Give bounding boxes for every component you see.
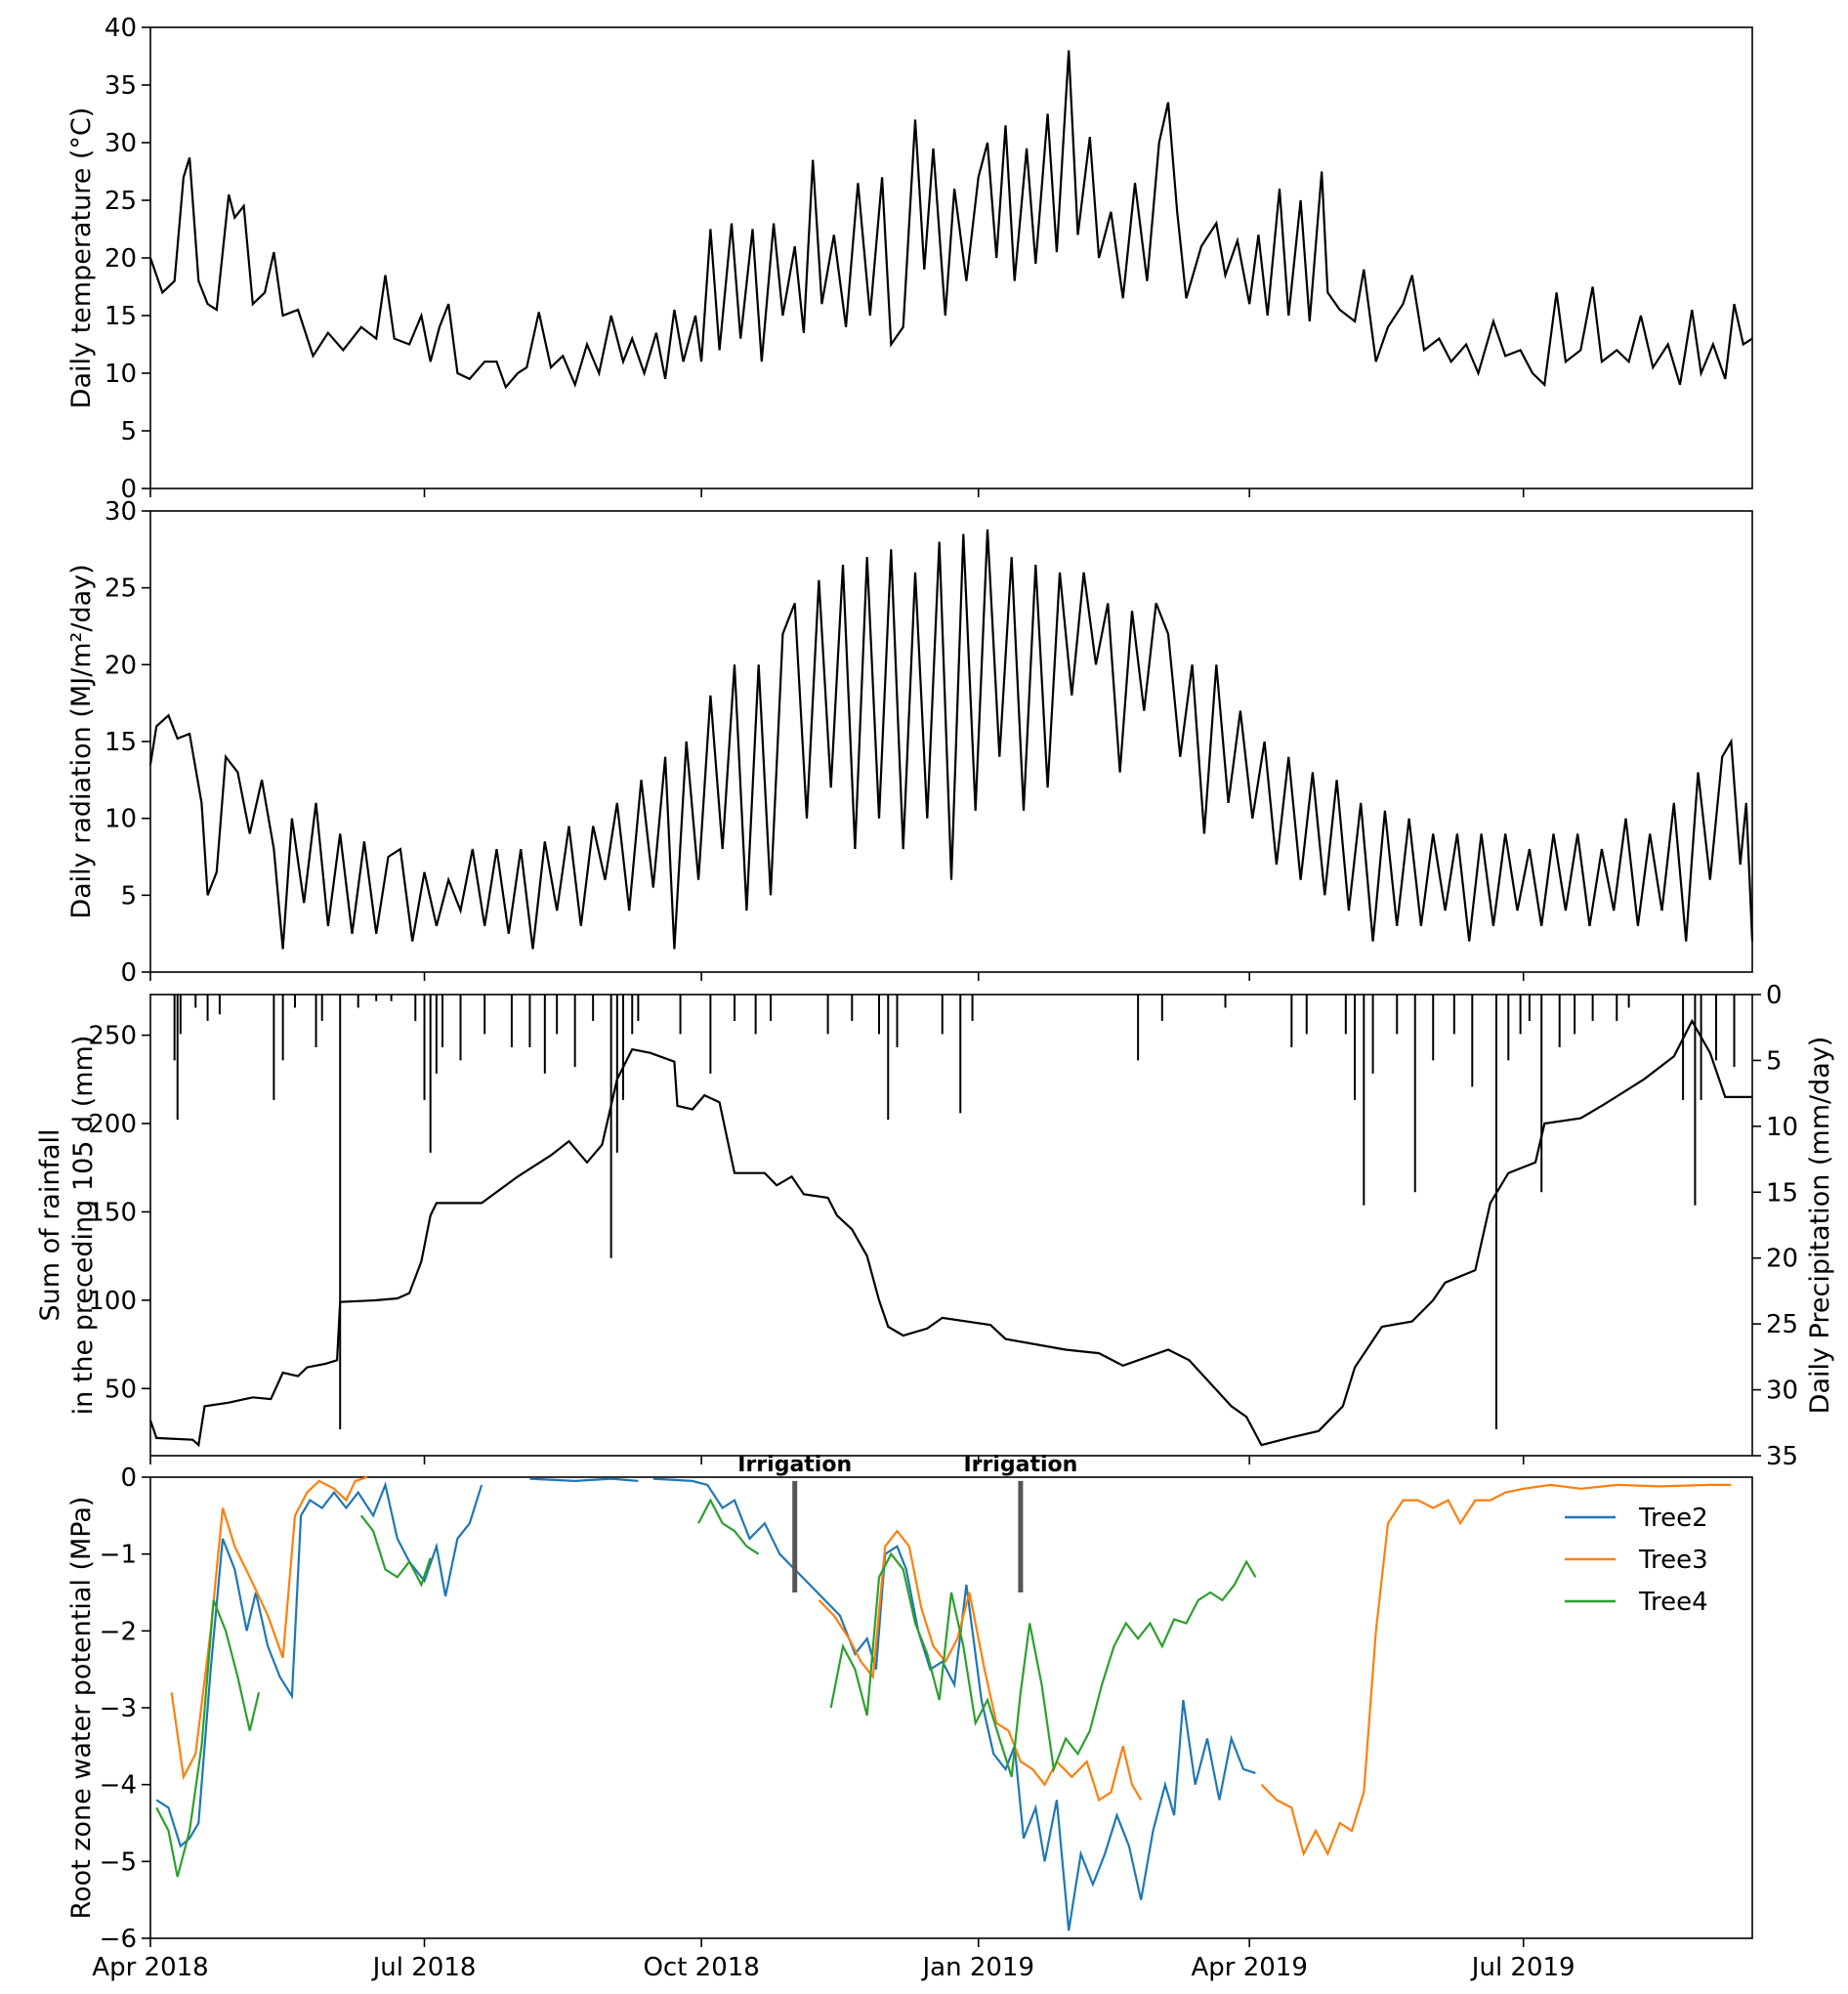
y-tick-label: −4 — [100, 1771, 137, 1801]
water-potential-y-label: Root zone water potential (MPa) — [66, 1497, 97, 1920]
y-tick-label: 50 — [105, 1375, 137, 1404]
panel-1: 0 5 10 15 20 25 30 35 40 Daily temperature (°C) — [66, 14, 1753, 504]
y2-tick-label: 20 — [1766, 1245, 1798, 1274]
y2-tick-label: 35 — [1766, 1442, 1798, 1471]
y-tick-label: −3 — [100, 1694, 137, 1723]
series-line-tree3 — [170, 1475, 368, 1781]
temperature-line — [148, 50, 1753, 390]
plot-frame — [149, 510, 1753, 973]
y-tick-label: 15 — [105, 302, 137, 331]
y-tick-label: 0 — [120, 958, 137, 988]
y2-tick-label: 25 — [1766, 1310, 1798, 1339]
x-tick-label: Jan 2019 — [920, 1953, 1034, 1982]
temperature-y-label: Daily temperature (°C) — [66, 107, 97, 409]
y-tick-label: 40 — [105, 14, 137, 43]
plot-frame — [149, 26, 1753, 489]
y-tick-label: 20 — [105, 651, 137, 680]
y-tick-label: 250 — [88, 1022, 137, 1051]
rainfall-y-label-line: Sum of rainfall — [35, 1128, 65, 1321]
series-line-tree4 — [155, 1599, 261, 1878]
y-tick-label: 100 — [88, 1287, 137, 1316]
radiation-line — [148, 529, 1754, 950]
legend-label: Tree3 — [1638, 1546, 1708, 1575]
series-line-tree4 — [697, 1498, 760, 1555]
series-line-tree3 — [1260, 1483, 1732, 1857]
y2-tick-label: 15 — [1766, 1178, 1798, 1208]
x-tick-label: Apr 2019 — [1191, 1953, 1307, 1982]
x-tick-label: Jul 2019 — [1470, 1953, 1575, 1982]
rainfall-sum-line — [148, 1018, 1752, 1448]
legend: Tree2 Tree3 Tree4 — [1565, 1504, 1708, 1617]
panel-4: −6 −5 −4 −3 −2 −1 0 Apr 2018 Jul 2018 Oct 2018 Jan… — [66, 1453, 1753, 1982]
y2-tick-label: 0 — [1766, 981, 1783, 1010]
y-tick-label: 200 — [88, 1110, 137, 1139]
y-tick-label: 0 — [120, 1464, 137, 1493]
plot-frame — [149, 994, 1753, 1457]
y-tick-label: −6 — [100, 1925, 137, 1954]
irrigation-label: Irrigation — [737, 1453, 852, 1477]
x-tick-label: Jul 2018 — [371, 1953, 477, 1982]
legend-label: Tree4 — [1638, 1588, 1708, 1617]
series-line-tree2 — [529, 1477, 639, 1483]
y-tick-label: 30 — [105, 497, 137, 527]
y-tick-label: −5 — [100, 1847, 137, 1877]
series-line-tree4 — [829, 1551, 1257, 1778]
y-tick-label: 25 — [105, 187, 137, 216]
y-tick-label: 15 — [105, 728, 137, 757]
panel-2: 0 5 10 15 20 25 30 Daily radiation (MJ/m²/day) — [66, 497, 1754, 988]
precip-y2-label: Daily Precipitation (mm/day) — [1805, 1037, 1835, 1415]
series-line-tree4 — [359, 1514, 432, 1588]
irrigation-label: Irrigation — [963, 1453, 1077, 1477]
y-tick-label: 5 — [120, 417, 137, 446]
plot-frame — [149, 1476, 1753, 1939]
y-tick-label: 5 — [120, 881, 137, 911]
series-line-tree2 — [652, 1477, 1256, 1931]
series-line-tree3 — [818, 1529, 1143, 1803]
x-tick-label: Oct 2018 — [643, 1953, 759, 1982]
y-tick-label: −2 — [100, 1617, 137, 1646]
y-tick-label: 150 — [88, 1198, 137, 1227]
y2-tick-label: 30 — [1766, 1377, 1798, 1406]
y-tick-label: 35 — [105, 71, 137, 101]
y-tick-label: 25 — [105, 574, 137, 604]
y-tick-label: 10 — [105, 360, 137, 389]
series-line-tree2 — [155, 1481, 483, 1848]
radiation-y-label: Daily radiation (MJ/m²/day) — [66, 564, 97, 918]
y-tick-label: 20 — [105, 244, 137, 274]
x-tick-label: Apr 2018 — [92, 1953, 208, 1982]
panel-3: 50 100 150 200 250 0 5 10 15 20 25 30 35 Sum of rainf… — [35, 981, 1835, 1471]
rainfall-y-label: Sum of rainfall in the preceding 105 d (m… — [35, 1036, 99, 1416]
y-tick-label: 30 — [105, 129, 137, 158]
y-tick-label: −1 — [100, 1541, 137, 1570]
y2-tick-label: 5 — [1766, 1046, 1783, 1076]
y2-tick-label: 10 — [1766, 1113, 1798, 1142]
y-tick-label: 0 — [120, 475, 137, 504]
y-tick-label: 10 — [105, 805, 137, 834]
rainfall-y-label-line: in the preceding 105 d (mm) — [68, 1036, 99, 1416]
legend-label: Tree2 — [1638, 1504, 1708, 1533]
